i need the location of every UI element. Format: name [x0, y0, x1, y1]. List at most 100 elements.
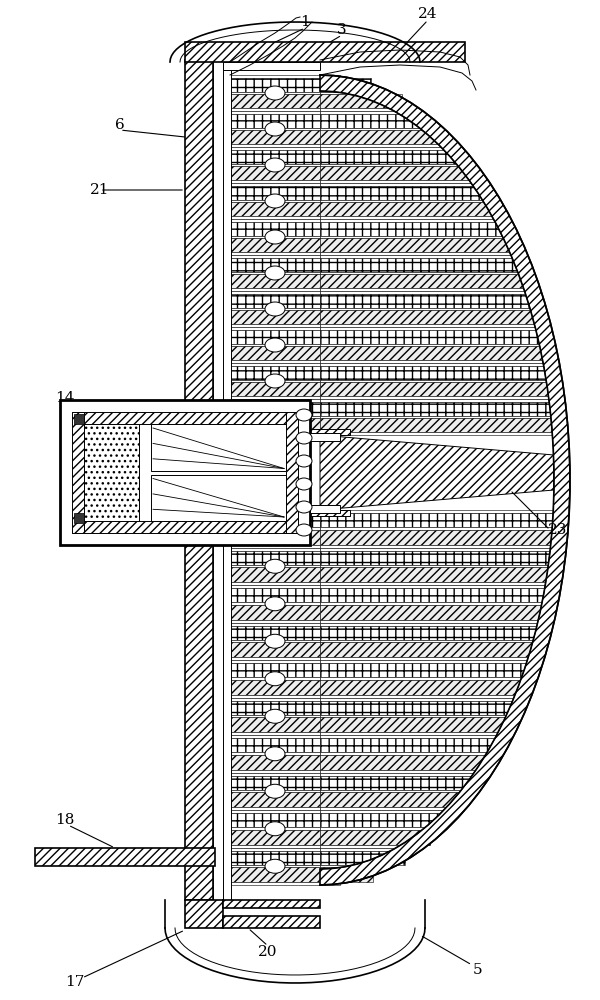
Text: 14: 14: [55, 391, 75, 405]
Bar: [230, 752, 320, 754]
Ellipse shape: [296, 455, 312, 467]
Ellipse shape: [265, 784, 285, 798]
Bar: [320, 216, 498, 219]
Bar: [230, 219, 320, 222]
Bar: [320, 144, 452, 147]
Bar: [320, 402, 550, 416]
Bar: [223, 900, 320, 908]
Bar: [230, 738, 320, 752]
Bar: [320, 418, 552, 432]
Bar: [230, 200, 320, 202]
Bar: [230, 588, 320, 602]
Bar: [320, 164, 467, 166]
Bar: [230, 807, 320, 810]
Bar: [310, 433, 340, 441]
Bar: [320, 550, 550, 565]
Bar: [320, 330, 539, 344]
Bar: [320, 567, 548, 582]
Bar: [320, 813, 447, 827]
Bar: [320, 698, 517, 700]
Text: 20: 20: [258, 945, 278, 959]
Ellipse shape: [265, 672, 285, 686]
Bar: [320, 640, 535, 642]
Bar: [230, 717, 320, 732]
Bar: [320, 75, 340, 78]
Bar: [320, 252, 514, 255]
Bar: [230, 792, 320, 807]
Bar: [230, 585, 320, 588]
Bar: [230, 698, 320, 700]
Bar: [320, 150, 461, 164]
Bar: [320, 810, 454, 813]
Ellipse shape: [296, 501, 312, 513]
Ellipse shape: [265, 522, 285, 536]
Bar: [230, 677, 320, 680]
Bar: [230, 252, 320, 255]
Bar: [320, 78, 371, 92]
Bar: [320, 660, 529, 663]
Bar: [230, 94, 320, 108]
Bar: [320, 585, 546, 588]
Bar: [320, 180, 478, 183]
Bar: [230, 626, 320, 640]
Ellipse shape: [265, 597, 285, 611]
Bar: [320, 602, 543, 604]
Ellipse shape: [265, 822, 285, 836]
Bar: [35, 848, 215, 866]
Bar: [230, 144, 320, 147]
Bar: [320, 848, 416, 850]
Bar: [230, 380, 320, 382]
Bar: [320, 344, 541, 346]
Bar: [223, 916, 320, 928]
Bar: [320, 396, 549, 399]
Bar: [320, 366, 545, 380]
Ellipse shape: [265, 158, 285, 172]
Bar: [320, 754, 488, 770]
Ellipse shape: [296, 409, 312, 421]
Bar: [320, 186, 485, 200]
Bar: [320, 432, 553, 435]
Bar: [320, 622, 539, 626]
Bar: [185, 900, 223, 928]
Bar: [320, 717, 506, 732]
Bar: [230, 663, 320, 677]
Text: 23: 23: [548, 523, 568, 537]
Bar: [74, 513, 84, 523]
Text: 21: 21: [90, 183, 110, 197]
Bar: [230, 238, 320, 252]
Bar: [320, 770, 483, 772]
Bar: [230, 147, 320, 150]
Bar: [320, 513, 553, 527]
Bar: [230, 363, 320, 366]
Ellipse shape: [265, 747, 285, 761]
Bar: [320, 700, 514, 715]
Bar: [230, 92, 320, 94]
Ellipse shape: [265, 859, 285, 873]
Bar: [230, 150, 320, 164]
Bar: [320, 360, 544, 363]
Ellipse shape: [265, 230, 285, 244]
Bar: [230, 567, 320, 582]
Bar: [320, 108, 415, 111]
Bar: [320, 238, 511, 252]
Bar: [320, 222, 503, 236]
Bar: [223, 60, 231, 900]
Bar: [320, 776, 476, 790]
Bar: [320, 382, 548, 396]
Polygon shape: [320, 435, 554, 510]
Bar: [320, 94, 403, 108]
Bar: [230, 78, 320, 92]
Bar: [230, 366, 320, 380]
Bar: [230, 657, 320, 660]
Bar: [320, 850, 404, 865]
Bar: [230, 530, 320, 544]
Bar: [320, 642, 533, 657]
Bar: [320, 166, 473, 180]
Ellipse shape: [296, 432, 312, 444]
Bar: [230, 288, 320, 291]
Bar: [320, 291, 527, 294]
Bar: [320, 272, 521, 274]
Bar: [320, 346, 542, 360]
Bar: [230, 429, 350, 435]
Bar: [230, 813, 320, 827]
